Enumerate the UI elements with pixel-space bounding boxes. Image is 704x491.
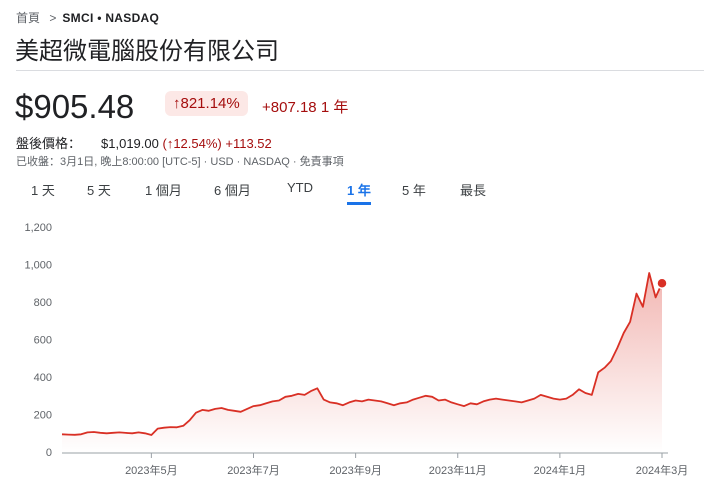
range-tab[interactable]: 6 個月 (214, 183, 251, 198)
range-tab[interactable]: 1 個月 (145, 183, 182, 198)
range-tab[interactable]: 1 天 (31, 183, 55, 198)
x-tick-label: 2023年9月 (329, 463, 382, 477)
after-price: $1,019.00 (101, 136, 159, 151)
chart: 0 200 400 600 800 1,000 1,200 2023年5月 2023年7月 202… (24, 222, 689, 477)
range-tab[interactable]: YTD (287, 180, 313, 195)
range-tab[interactable]: 5 天 (87, 183, 111, 198)
x-tick-label: 2023年11月 (429, 463, 487, 477)
y-tick-label: 0 (46, 447, 52, 459)
after-abs: +113.52 (225, 136, 272, 151)
range-tab[interactable]: 最長 (460, 183, 487, 198)
closed-info: 已收盤：3月1日, 晚上8:00:00 [UTC-5] · USD · NASD… (16, 153, 344, 169)
disclaimer-link[interactable]: 免責事項 (299, 156, 344, 168)
y-tick-label: 400 (34, 372, 52, 384)
period: 1 年 (320, 99, 349, 116)
x-tick-label: 2024年3月 (636, 463, 689, 477)
range-tab[interactable]: 1 年 (347, 180, 371, 205)
y-tick-label: 1,000 (24, 259, 52, 271)
y-tick-label: 800 (34, 297, 52, 309)
change: +807.18 1 年 (262, 96, 348, 117)
divider (16, 70, 704, 71)
closed-detail: 3月1日, 晚上8:00:00 [UTC-5] · USD · NASDAQ · (60, 156, 300, 168)
last-point (656, 277, 668, 289)
price: $905.48 (15, 88, 135, 125)
area (62, 273, 662, 453)
change-abs: +807.18 (262, 99, 317, 116)
price-line (61, 272, 663, 436)
closed-label: 已收盤： (16, 156, 60, 168)
change-badge: ↑821.14% (165, 91, 248, 116)
after-label: 盤後價格： (16, 136, 82, 151)
ticker: SMCI • NASDAQ (62, 11, 160, 25)
x-tick-label: 2023年7月 (227, 463, 280, 477)
company-name: 美超微電腦股份有限公司 (15, 38, 279, 65)
y-tick-label: 1,200 (24, 222, 52, 234)
y-tick-label: 600 (34, 334, 52, 346)
y-tick-label: 200 (34, 409, 52, 421)
after-hours: 盤後價格： $1,019.00 (↑12.54%) +113.52 (16, 133, 272, 152)
range-tab[interactable]: 5 年 (402, 183, 426, 198)
x-tick-label: 2024年1月 (534, 463, 587, 477)
breadcrumb: 首頁 > SMCI • NASDAQ (16, 9, 159, 26)
home-link[interactable]: 首頁 (16, 11, 41, 25)
chevron: > (49, 11, 57, 25)
x-tick-label: 2023年5月 (125, 463, 178, 477)
after-pct: (↑12.54%) (162, 136, 222, 151)
